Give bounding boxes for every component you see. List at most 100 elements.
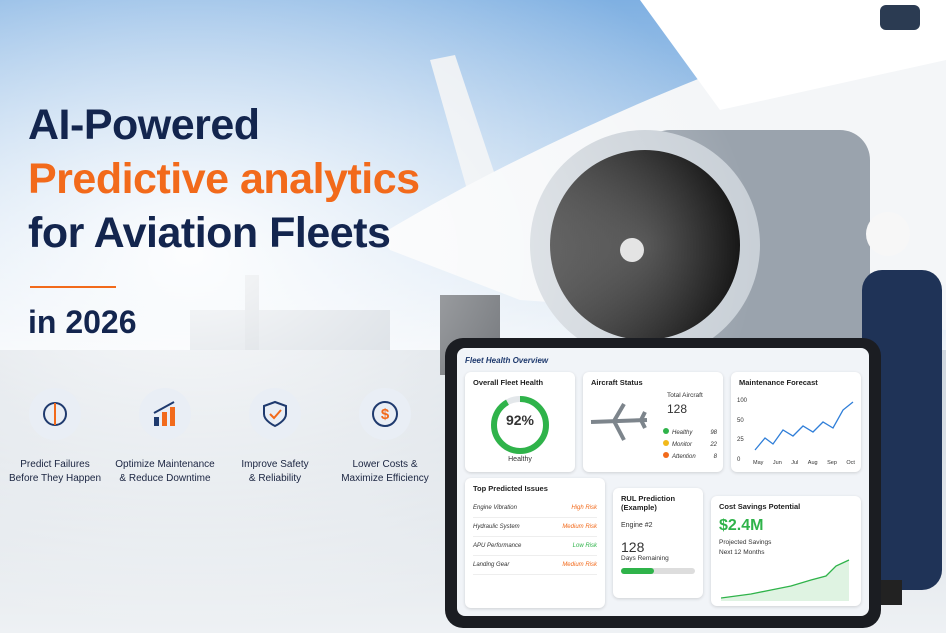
feature-icon: $ bbox=[359, 388, 411, 440]
rul-value: 128 bbox=[621, 539, 645, 555]
feature-icon bbox=[249, 388, 301, 440]
x-tick-label: May bbox=[753, 460, 764, 466]
issue-name: Landing Gear bbox=[473, 562, 510, 568]
svg-text:$: $ bbox=[381, 406, 390, 423]
x-tick-label: Jun bbox=[772, 460, 782, 466]
issue-row: Engine Vibration High Risk bbox=[473, 499, 597, 518]
issue-risk: High Risk bbox=[571, 505, 597, 511]
y-tick-label: 50 bbox=[737, 417, 744, 424]
plane-icon bbox=[590, 402, 648, 441]
forecast-yticks: 100 50 25 0 bbox=[737, 392, 747, 470]
issue-row: APU Performance Low Risk bbox=[473, 537, 597, 556]
feature-line1: Lower Costs & bbox=[352, 459, 418, 470]
legend-text: Monitor bbox=[672, 442, 693, 448]
x-tick-label: Jul bbox=[791, 460, 799, 466]
health-status: Healthy bbox=[508, 456, 532, 463]
cost-line2: Next 12 Months bbox=[719, 549, 765, 556]
dollar-icon: $ bbox=[372, 401, 398, 427]
feature-line2: & Reduce Downtime bbox=[119, 473, 211, 484]
feature-line2: Before They Happen bbox=[8, 473, 102, 484]
issues-card: Top Predicted Issues Engine Vibration Hig… bbox=[465, 478, 605, 608]
feature: Predict Failures Before They Happen bbox=[0, 388, 110, 486]
rul-bar bbox=[621, 568, 695, 574]
issue-risk: Low Risk bbox=[572, 543, 597, 549]
rul-card: RUL Prediction (Example) Engine #2 128 D… bbox=[613, 488, 703, 598]
rul-unit: Days Remaining bbox=[621, 555, 669, 562]
issue-risk: Medium Risk bbox=[562, 524, 597, 530]
legend-text: Attention bbox=[672, 454, 696, 460]
chart-icon bbox=[153, 401, 175, 426]
issue-name: Engine Vibration bbox=[473, 505, 517, 511]
status-legend: Healthy 98 Monitor 22 Attention 8 bbox=[663, 427, 717, 463]
feature-line1: Optimize Maintenance bbox=[115, 459, 215, 470]
divider bbox=[30, 286, 116, 288]
y-tick-label: 25 bbox=[737, 437, 744, 443]
card-title: RUL Prediction (Example) bbox=[621, 494, 676, 512]
x-tick-label: Oct bbox=[846, 460, 855, 466]
x-tick-label: Sep bbox=[827, 460, 837, 466]
headline-line1: AI-Powered bbox=[28, 101, 260, 149]
issue-row: Hydraulic System Medium Risk bbox=[473, 518, 597, 537]
feature: $ Lower Costs & Maximize Efficiency bbox=[330, 388, 440, 486]
feature-line2: & Reliability bbox=[248, 473, 302, 484]
forecast-line bbox=[754, 401, 854, 451]
card-title: Cost Savings Potential bbox=[719, 502, 801, 511]
feature-line1: Predict Failures bbox=[20, 459, 90, 470]
worker bbox=[862, 270, 942, 590]
fleet-health-card: Overall Fleet Health 92% Healthy bbox=[465, 372, 575, 472]
cost-card: Cost Savings Potential $2.4M Projected S… bbox=[711, 496, 861, 606]
feature: Optimize Maintenance & Reduce Downtime bbox=[110, 388, 220, 486]
tablet: Fleet Health Overview Overall Fleet Heal… bbox=[445, 338, 881, 628]
cost-sparkline bbox=[721, 559, 850, 601]
card-title: Maintenance Forecast bbox=[739, 378, 818, 387]
y-tick-label: 0 bbox=[737, 456, 741, 463]
legend-row: Healthy 98 bbox=[663, 427, 717, 439]
features: Predict Failures Before They Happen Optim… bbox=[0, 388, 440, 486]
year-line: in 2026 bbox=[28, 304, 137, 341]
health-value: 92% bbox=[505, 412, 535, 428]
rul-bar-fill bbox=[621, 568, 655, 574]
issue-row: Landing Gear Medium Risk bbox=[473, 556, 597, 575]
y-tick-label: 100 bbox=[737, 398, 748, 404]
legend-count: 22 bbox=[710, 442, 717, 448]
feature-icon bbox=[29, 388, 81, 440]
card-title: Top Predicted Issues bbox=[473, 484, 548, 493]
forecast-card: Maintenance Forecast 100 50 25 0 May Jun Jul A… bbox=[731, 372, 861, 472]
headline-line3: for Aviation Fleets bbox=[28, 209, 391, 257]
total-value: 128 bbox=[667, 402, 688, 416]
cost-line1: Projected Savings bbox=[719, 539, 772, 546]
legend-label: Attention bbox=[663, 451, 696, 463]
feature-line2: Maximize Efficiency bbox=[341, 473, 429, 484]
card-title: Overall Fleet Health bbox=[473, 378, 544, 387]
year-text: in 2026 bbox=[28, 304, 137, 340]
feature-line1: Improve Safety bbox=[241, 459, 309, 470]
dashboard-title: Fleet Health Overview bbox=[465, 356, 549, 365]
issue-name: Hydraulic System bbox=[473, 524, 520, 530]
legend-count: 8 bbox=[713, 454, 717, 460]
aircraft-status-card: Aircraft Status Total Aircraft 128 Healt… bbox=[583, 372, 723, 472]
x-tick-label: Aug bbox=[807, 460, 818, 466]
issue-name: APU Performance bbox=[473, 543, 522, 549]
legend-label: Healthy bbox=[663, 427, 692, 439]
gauge bbox=[491, 396, 549, 454]
brain-icon bbox=[43, 402, 67, 426]
legend-row: Monitor 22 bbox=[663, 439, 717, 451]
legend-label: Monitor bbox=[663, 439, 692, 451]
shield-icon bbox=[263, 400, 287, 428]
cost-value: $2.4M bbox=[719, 517, 764, 534]
issues-list: Engine Vibration High Risk Hydraulic Syste… bbox=[473, 499, 597, 575]
legend-row: Attention 8 bbox=[663, 451, 717, 463]
feature: Improve Safety & Reliability bbox=[220, 388, 330, 486]
legend-count: 98 bbox=[710, 430, 717, 436]
total-label: Total Aircraft bbox=[667, 392, 703, 399]
feature-icon bbox=[139, 388, 191, 440]
legend-text: Healthy bbox=[672, 430, 693, 436]
card-title: Aircraft Status bbox=[591, 378, 643, 387]
helmet bbox=[866, 212, 910, 256]
rul-engine: Engine #2 bbox=[621, 522, 653, 529]
screen: Fleet Health Overview Overall Fleet Heal… bbox=[457, 348, 869, 616]
headline-line2: Predictive analytics bbox=[28, 155, 420, 203]
issue-risk: Medium Risk bbox=[562, 562, 597, 568]
